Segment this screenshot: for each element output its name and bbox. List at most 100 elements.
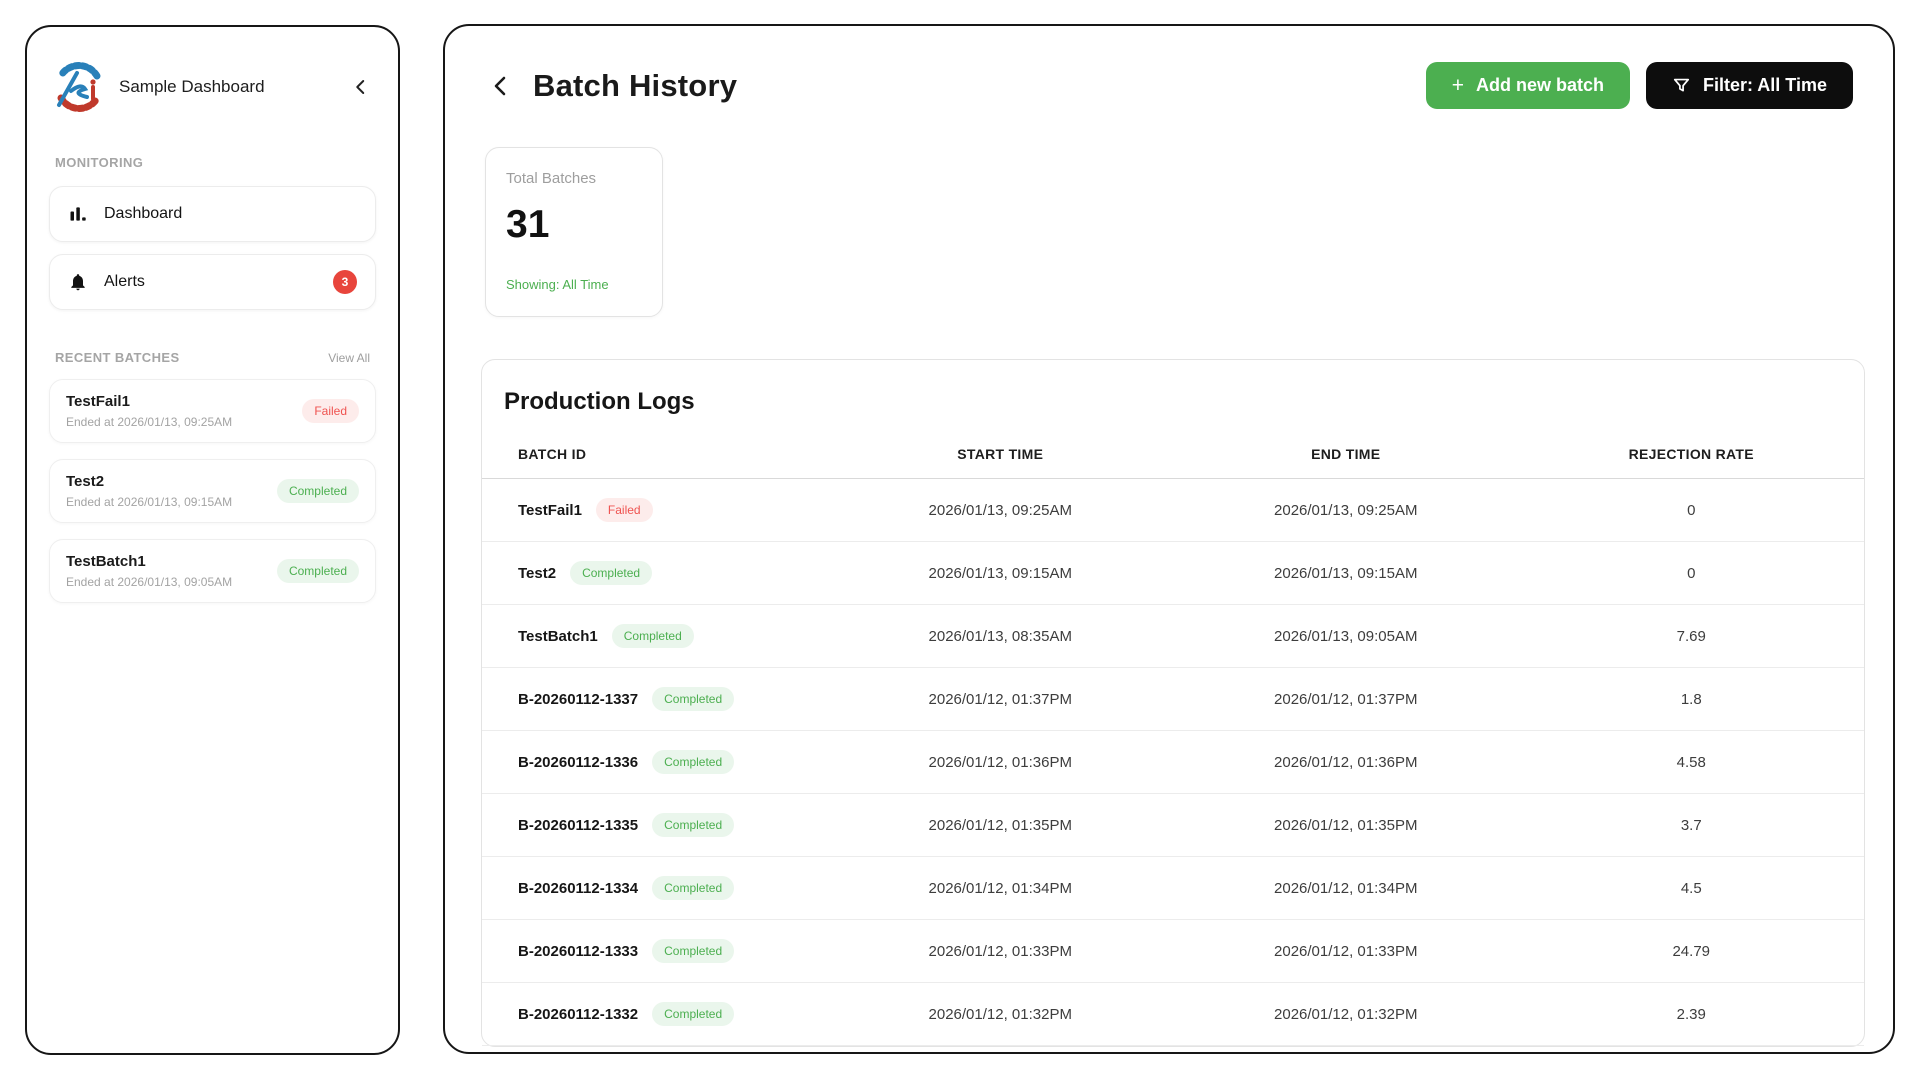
batch-card-info: Test2 Ended at 2026/01/13, 09:15AM [66, 473, 232, 509]
main-panel: Batch History + Add new batch Filter: Al… [443, 24, 1895, 1054]
cell-batch-id: B-20260112-1334 Completed [482, 876, 828, 900]
cell-rejection-rate: 2.39 [1676, 1005, 1706, 1023]
status-badge: Completed [276, 479, 359, 503]
table-row[interactable]: Test2 Completed 2026/01/13, 09:15AM 2026… [482, 542, 1864, 605]
filter-funnel-icon [1673, 78, 1690, 92]
plus-icon: + [1451, 74, 1464, 97]
batch-ended-at: Ended at 2026/01/13, 09:05AM [66, 575, 233, 589]
status-badge: Completed [570, 561, 653, 585]
cell-end-time: 2026/01/12, 01:37PM [1274, 690, 1418, 708]
column-header-start-time: START TIME [957, 446, 1044, 462]
recent-batches-list: TestFail1 Ended at 2026/01/13, 09:25AM F… [49, 379, 376, 603]
total-batches-card: Total Batches 31 Showing: All Time [485, 147, 663, 317]
cell-rejection-rate: 1.8 [1680, 690, 1702, 708]
cell-end-time: 2026/01/12, 01:34PM [1274, 879, 1418, 897]
sidebar-collapse-button[interactable] [348, 74, 374, 100]
cell-batch-id: TestFail1 Failed [482, 498, 828, 522]
app-title: Sample Dashboard [119, 77, 265, 96]
showing-filter-label: Showing: All Time [506, 277, 609, 292]
status-badge: Completed [652, 750, 735, 774]
chevron-left-icon [356, 80, 365, 94]
batch-id-text: TestBatch1 [518, 627, 598, 645]
cell-rejection-rate: 7.69 [1676, 627, 1706, 645]
cell-rejection-rate: 0 [1687, 501, 1696, 519]
recent-batch-card[interactable]: TestFail1 Ended at 2026/01/13, 09:25AM F… [49, 379, 376, 443]
cell-start-time: 2026/01/13, 09:25AM [928, 501, 1072, 519]
batch-id-text: B-20260112-1333 [518, 942, 639, 960]
add-new-batch-label: Add new batch [1475, 75, 1604, 95]
cell-rejection-rate: 4.58 [1676, 753, 1706, 771]
batch-id-text: B-20260112-1332 [518, 1005, 639, 1023]
batch-id-text: Test2 [518, 564, 557, 582]
status-badge: Completed [652, 939, 735, 963]
page-title: Batch History [533, 67, 738, 103]
cell-rejection-rate: 3.7 [1680, 816, 1702, 834]
filter-button-label: Filter: All Time [1702, 75, 1827, 95]
section-label-recent-batches: RECENT BATCHES [55, 350, 180, 365]
recent-batch-card[interactable]: TestBatch1 Ended at 2026/01/13, 09:05AM … [49, 539, 376, 603]
page-header: Batch History + Add new batch Filter: Al… [445, 26, 1893, 109]
bar-chart-icon [70, 207, 86, 221]
cell-start-time: 2026/01/13, 09:15AM [928, 564, 1072, 582]
cell-start-time: 2026/01/13, 08:35AM [928, 627, 1072, 645]
add-new-batch-button[interactable]: + Add new batch [1425, 62, 1630, 109]
table-row[interactable]: B-20260112-1334 Completed 2026/01/12, 01… [482, 857, 1864, 920]
cell-batch-id: B-20260112-1337 Completed [482, 687, 828, 711]
production-logs-card: Production Logs BATCH ID START TIME END … [481, 359, 1865, 1047]
table-row[interactable]: B-20260112-1335 Completed 2026/01/12, 01… [482, 794, 1864, 857]
cell-batch-id: B-20260112-1333 Completed [482, 939, 828, 963]
cell-batch-id: B-20260112-1336 Completed [482, 750, 828, 774]
batch-name: TestBatch1 [66, 553, 146, 570]
column-header-batch-id: BATCH ID [518, 446, 587, 462]
table-row[interactable]: B-20260112-1337 Completed 2026/01/12, 01… [482, 668, 1864, 731]
cell-end-time: 2026/01/13, 09:15AM [1274, 564, 1418, 582]
cell-end-time: 2026/01/12, 01:33PM [1274, 942, 1418, 960]
batch-id-text: TestFail1 [518, 501, 582, 519]
total-batches-label: Total Batches [506, 170, 597, 187]
cell-batch-id: Test2 Completed [482, 561, 828, 585]
status-badge: Completed [652, 1002, 735, 1026]
status-badge: Failed [302, 399, 359, 423]
production-logs-title: Production Logs [504, 388, 695, 415]
sidebar-item-dashboard[interactable]: Dashboard [49, 186, 376, 242]
cell-end-time: 2026/01/13, 09:25AM [1274, 501, 1418, 519]
batch-ended-at: Ended at 2026/01/13, 09:15AM [66, 495, 233, 509]
table-row[interactable]: TestFail1 Failed 2026/01/13, 09:25AM 202… [482, 479, 1864, 542]
sidebar-item-label: Dashboard [104, 205, 183, 222]
cell-start-time: 2026/01/12, 01:32PM [928, 1005, 1072, 1023]
cell-start-time: 2026/01/12, 01:37PM [928, 690, 1072, 708]
cell-batch-id: B-20260112-1332 Completed [482, 1002, 828, 1026]
batch-id-text: B-20260112-1336 [518, 753, 639, 771]
cell-end-time: 2026/01/12, 01:35PM [1274, 816, 1418, 834]
column-header-rejection-rate: REJECTION RATE [1628, 446, 1754, 462]
cell-rejection-rate: 4.5 [1680, 879, 1702, 897]
sidebar: Sample Dashboard MONITORING Dashboard Al… [25, 25, 400, 1055]
asi-logo-icon [57, 62, 101, 112]
cell-rejection-rate: 0 [1687, 564, 1696, 582]
sidebar-item-label: Alerts [104, 273, 145, 290]
table-row[interactable]: TestBatch1 Completed 2026/01/13, 08:35AM… [482, 605, 1864, 668]
cell-end-time: 2026/01/13, 09:05AM [1274, 627, 1418, 645]
batch-ended-at: Ended at 2026/01/13, 09:25AM [66, 415, 233, 429]
cell-rejection-rate: 24.79 [1672, 942, 1711, 960]
view-all-link[interactable]: View All [328, 350, 370, 365]
batch-card-info: TestBatch1 Ended at 2026/01/13, 09:05AM [66, 553, 232, 589]
cell-start-time: 2026/01/12, 01:34PM [928, 879, 1072, 897]
sidebar-item-alerts[interactable]: Alerts 3 [49, 254, 376, 310]
batch-id-text: B-20260112-1335 [518, 816, 639, 834]
back-button[interactable] [485, 70, 517, 102]
table-row[interactable]: B-20260112-1332 Completed 2026/01/12, 01… [482, 983, 1864, 1046]
cell-start-time: 2026/01/12, 01:35PM [928, 816, 1072, 834]
recent-batch-card[interactable]: Test2 Ended at 2026/01/13, 09:15AM Compl… [49, 459, 376, 523]
cell-start-time: 2026/01/12, 01:33PM [928, 942, 1072, 960]
cell-batch-id: TestBatch1 Completed [482, 624, 828, 648]
batch-name: TestFail1 [66, 393, 130, 410]
column-header-end-time: END TIME [1311, 446, 1381, 462]
batch-id-text: B-20260112-1337 [518, 690, 639, 708]
logs-table-header: BATCH ID START TIME END TIME REJECTION R… [482, 446, 1864, 479]
table-row[interactable]: B-20260112-1336 Completed 2026/01/12, 01… [482, 731, 1864, 794]
filter-button[interactable]: Filter: All Time [1645, 62, 1853, 109]
table-row[interactable]: B-20260112-1333 Completed 2026/01/12, 01… [482, 920, 1864, 983]
status-badge: Completed [652, 813, 735, 837]
alerts-count-badge: 3 [333, 270, 357, 294]
